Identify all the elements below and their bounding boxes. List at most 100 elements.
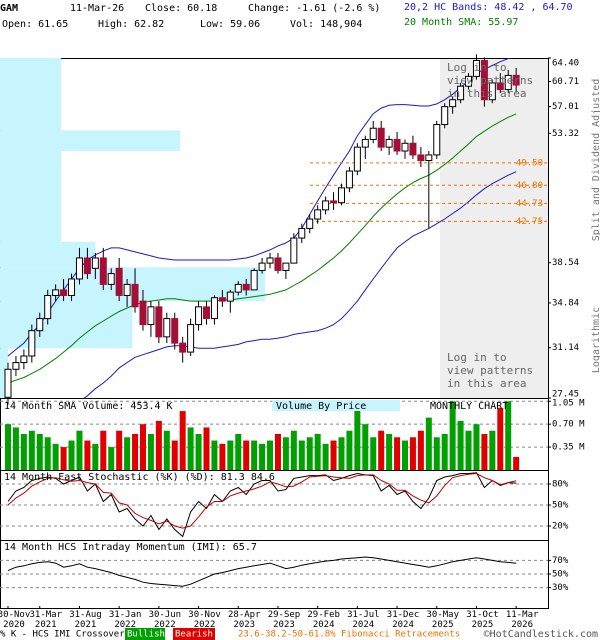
volume-bar [44, 437, 51, 470]
pattern-note: Log in to [447, 61, 507, 74]
footer-credit: ©HotCandlestick.com [484, 629, 598, 640]
volume-bar [473, 424, 480, 470]
candle-body [472, 59, 480, 77]
volume-bar [171, 440, 178, 470]
x-tick-label: 29-Feb 2024 [307, 610, 340, 630]
candle-body [361, 138, 369, 148]
volume-bar [346, 430, 353, 470]
bearish-box [173, 628, 215, 640]
candle-body [409, 142, 417, 156]
y-tick-label: 53.32 [552, 129, 579, 139]
volume-bar [314, 434, 321, 470]
candle-body [274, 257, 282, 271]
candle-body [457, 85, 465, 101]
volume-bar [497, 407, 504, 470]
volume-bar [505, 401, 512, 470]
volume-bar [12, 427, 19, 470]
volume-bar [68, 440, 75, 470]
volume-bar [513, 456, 520, 470]
volume-by-price-bar [0, 130, 181, 152]
candle-body [4, 368, 12, 398]
candle-body [337, 187, 345, 204]
candle-body [242, 283, 250, 291]
candle-body [91, 257, 99, 269]
candle-body [179, 342, 187, 353]
series-line [7, 58, 512, 357]
x-tick-label: 31-Mar 2021 [30, 610, 63, 630]
volume-bar [251, 440, 258, 470]
volume-bar [417, 430, 424, 470]
symbol: GAM [0, 3, 18, 14]
volume-bar [259, 443, 266, 470]
volume-bar [211, 440, 218, 470]
series-line [83, 171, 517, 398]
y-tick-label: 20% [552, 522, 569, 532]
candle-body [52, 289, 60, 296]
candle-body [107, 273, 115, 285]
pattern-note: view patterns [447, 364, 533, 377]
bullish-box [125, 628, 165, 640]
candle-body [250, 269, 258, 291]
panel-label: 14 Month HCS Intraday Momentum (IMI): 65… [4, 542, 257, 553]
x-tick-label: 31-Jan 2022 [109, 610, 142, 630]
volume-bar [274, 434, 281, 470]
candle-body [12, 362, 20, 370]
candle-body [504, 74, 512, 91]
candle-body [369, 127, 377, 140]
candle-body [234, 283, 242, 293]
candle-body [512, 74, 520, 86]
volume-by-price-bar [0, 348, 8, 398]
volume-bar [100, 430, 107, 470]
candle-body [210, 297, 218, 320]
x-tick-label: 31-Dec 2024 [387, 610, 420, 630]
y-tick-label: 80% [552, 480, 569, 490]
pattern-area [440, 58, 548, 398]
candle-body [266, 257, 274, 264]
date: 11-Mar-26 [70, 3, 124, 14]
y-tick-label: 38.54 [552, 258, 579, 268]
footer-fib: 23.6-38.2-50-61.8% Fibonacci Retracement… [238, 630, 460, 640]
volume-bar [267, 440, 274, 470]
candle-body [417, 154, 425, 162]
pattern-note: in this area [447, 377, 526, 390]
candle-body [488, 82, 496, 101]
volume-bar [92, 443, 99, 470]
candle-body [218, 297, 226, 302]
series-line [7, 472, 517, 538]
volume-bar [163, 430, 170, 470]
candle-body [480, 59, 488, 101]
candle-body [139, 300, 147, 326]
candle-body [401, 142, 409, 152]
x-tick-label: 30-May 2025 [427, 610, 460, 630]
candle-body [75, 257, 83, 280]
x-tick-label: 29-Sep 2023 [268, 610, 301, 630]
volume-bar [187, 427, 194, 470]
volume-bar [489, 430, 496, 470]
candle-body [433, 124, 441, 156]
y-tick-label: 50% [552, 501, 569, 511]
x-tick-label: 31-Jul 2024 [347, 610, 380, 630]
candle-body [282, 262, 290, 271]
pattern-note: in this area [447, 87, 526, 100]
volume-bar [116, 430, 123, 470]
volume-bar [354, 401, 361, 470]
panel-label: MONTHLY CHART [430, 401, 508, 412]
candle-body [68, 278, 76, 296]
candle-body [314, 209, 322, 220]
y-tick-label: 57.01 [552, 102, 579, 112]
volume-bar [402, 440, 408, 470]
candle-body [195, 306, 203, 326]
volume-bar [108, 447, 115, 470]
series-line [7, 113, 517, 384]
series-line [7, 556, 517, 587]
volume-bar [235, 434, 242, 470]
volume-by-price-bar [0, 58, 61, 131]
volume-bar [195, 434, 202, 470]
volume-bar [378, 430, 385, 470]
candle-body [322, 200, 330, 211]
candle-body [465, 75, 473, 87]
candle-body [226, 291, 234, 302]
volume-bar [330, 440, 337, 470]
candle-body [155, 306, 163, 338]
